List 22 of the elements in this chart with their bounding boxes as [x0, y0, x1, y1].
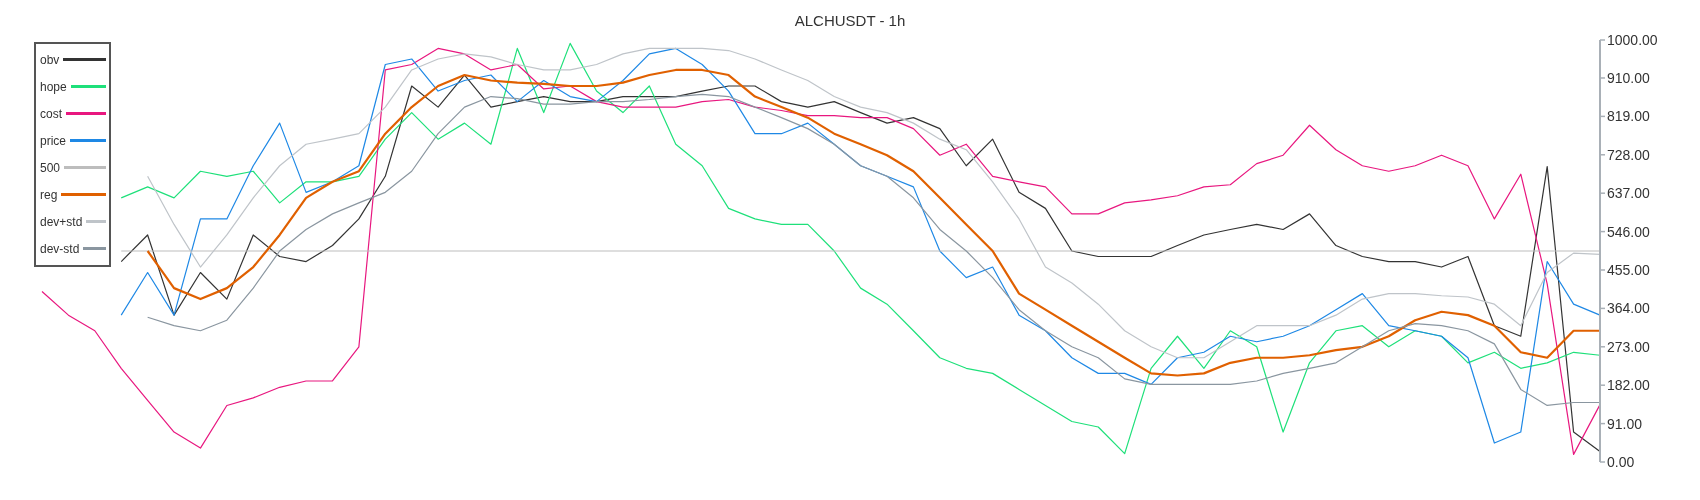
y-tick-label: 455.00: [1607, 261, 1651, 278]
legend-label: 500: [40, 160, 61, 175]
legend-label: reg: [40, 187, 58, 202]
legend-label: cost: [40, 106, 63, 121]
y-tick-label: 0.00: [1607, 453, 1635, 470]
y-tick-label: 546.00: [1607, 223, 1651, 240]
chart-title: ALCHUSDT - 1h: [793, 12, 907, 29]
y-tick-label: 1000.00: [1607, 31, 1658, 48]
y-tick-label: 728.00: [1607, 146, 1651, 163]
legend-label: dev+std: [40, 214, 83, 229]
line-series: [147, 93, 1601, 407]
legend-label: obv: [40, 52, 60, 67]
legend-label: dev-std: [40, 241, 80, 256]
legend-label: price: [40, 133, 67, 148]
y-tick-label: 819.00: [1607, 108, 1651, 125]
y-tick-label: 910.00: [1607, 69, 1651, 86]
y-tick-label: 273.00: [1607, 338, 1651, 355]
y-tick-label: 637.00: [1607, 185, 1651, 202]
legend-label: hope: [40, 79, 67, 94]
y-tick-label: 364.00: [1607, 300, 1651, 317]
y-tick-label: 182.00: [1607, 377, 1651, 394]
y-tick-label: 91.00: [1607, 415, 1643, 432]
